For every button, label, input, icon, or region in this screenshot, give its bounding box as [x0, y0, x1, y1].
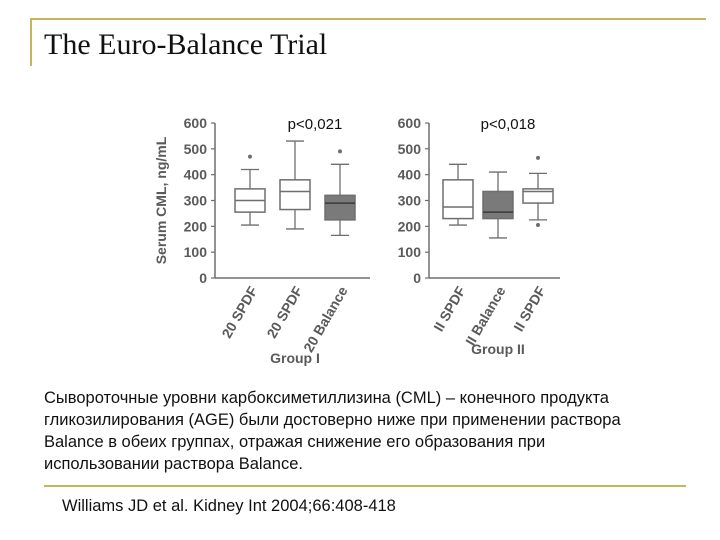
y-tick-label: 0: [199, 270, 207, 286]
y-tick-label: 600: [184, 115, 208, 131]
y-tick-label: 200: [398, 218, 422, 234]
y-tick-label: 400: [184, 167, 208, 183]
reference-rule: [44, 485, 686, 487]
caption-line-2: гликозилирования (AGE) были достоверно н…: [44, 411, 621, 429]
category-label: II SPDF: [430, 283, 469, 334]
frame-top-rule: [30, 18, 706, 20]
category-label: 20 SPDF: [263, 283, 305, 341]
slide-title: The Euro-Balance Trial: [44, 28, 328, 61]
y-tick-label: 100: [398, 244, 422, 260]
caption-line-3: Balance в обеих группах, отражая снижени…: [44, 433, 546, 451]
y-axis-label: Serum CML, ng/mL: [153, 136, 169, 264]
box: [279, 179, 311, 211]
box: [442, 179, 474, 220]
y-tick-label: 200: [184, 218, 208, 234]
frame-left-rule: [30, 18, 32, 66]
box: [482, 190, 514, 220]
group-label: Group II: [471, 341, 525, 357]
y-tick-label: 0: [413, 270, 421, 286]
reference-citation: Williams JD et al. Kidney Int 2004;66:40…: [62, 497, 396, 515]
outlier-point: [338, 149, 342, 154]
caption-line-4: использовании раствора Balance.: [44, 455, 303, 473]
y-tick-label: 300: [398, 193, 422, 209]
box-plot-figure: 0 100 200 300 400 500 600 p<0,021 Serum CML, ng/…: [153, 115, 560, 366]
y-tick-label: 500: [184, 141, 208, 157]
category-label: 20 Balance: [300, 283, 351, 355]
box: [324, 194, 356, 221]
box: [522, 188, 554, 204]
outlier-point: [248, 154, 252, 159]
group-label: Group I: [270, 350, 320, 366]
outlier-point: [536, 223, 540, 228]
y-tick-label: 300: [184, 193, 208, 209]
y-tick-label: 100: [184, 244, 208, 260]
outlier-point: [536, 155, 540, 160]
caption-line-1: Сывороточные уровни карбоксиметиллизина …: [44, 389, 609, 407]
category-label: II Balance: [462, 283, 509, 348]
y-tick-label: 600: [398, 115, 422, 131]
y-tick-label: 500: [398, 141, 422, 157]
y-tick-label: 400: [398, 167, 422, 183]
category-label: II SPDF: [510, 283, 549, 334]
panel-title: p<0,018: [481, 116, 536, 133]
panel-title: p<0,021: [288, 116, 343, 133]
caption: Сывороточные уровни карбоксиметиллизина …: [44, 387, 704, 475]
category-label: 20 SPDF: [218, 283, 260, 341]
